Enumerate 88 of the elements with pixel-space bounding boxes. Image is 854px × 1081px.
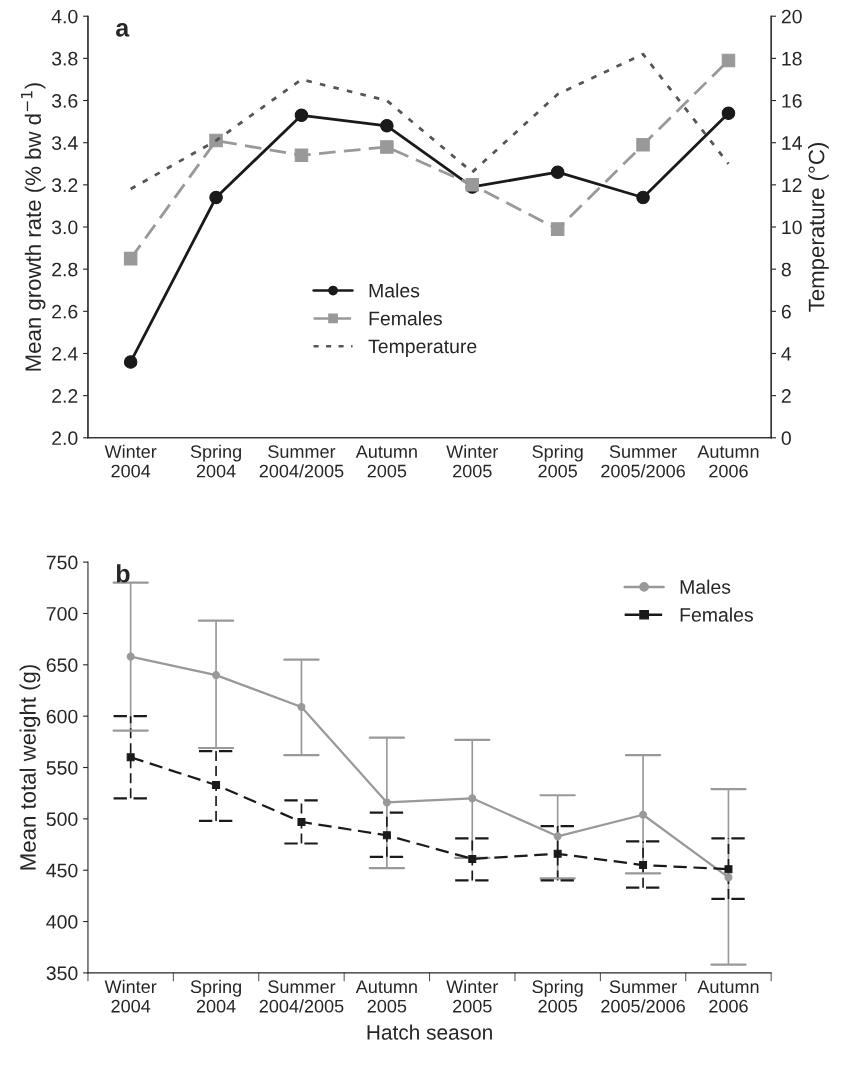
y-tick-label: 700 [46, 606, 78, 621]
y-tick-label: 650 [46, 658, 78, 673]
point [721, 53, 736, 68]
y2-tick-label: 16 [782, 94, 802, 108]
x-tick-label: Winter 2004 [104, 979, 157, 1013]
y2-axis-title: Temperature (°C) [808, 143, 829, 312]
y-tick-label: 3.0 [51, 220, 78, 235]
y-tick-label: 750 [46, 555, 78, 570]
x-tick-label: Spring 2005 [532, 444, 583, 478]
point [636, 190, 650, 205]
y-axis-title: Mean total weight (g) [19, 665, 41, 870]
point [639, 810, 648, 819]
point [380, 119, 394, 133]
y-tick-label: 3.4 [51, 136, 78, 150]
y2-tick-label: 14 [782, 136, 802, 150]
point [553, 849, 562, 858]
line-series [129, 52, 730, 191]
point [123, 251, 138, 266]
y2-tick-label: 18 [782, 51, 802, 66]
y2-tick-label: 6 [781, 304, 791, 319]
x-tick-label: Autumn 2006 [697, 445, 759, 478]
y2-tick-label: 8 [781, 262, 791, 277]
point [724, 865, 733, 874]
y-tick-label: 400 [46, 915, 78, 929]
x-tick-label: Summer 2005/2006 [601, 445, 685, 478]
y-tick-label: 2.4 [52, 346, 78, 361]
y-tick-label: 550 [46, 760, 78, 775]
y2-tick-label: 2 [781, 389, 791, 403]
x-tick-label: Winter 2005 [446, 444, 499, 478]
y-tick-label: 2.2 [52, 389, 78, 403]
y2-tick-label: 10 [782, 220, 802, 235]
point [550, 165, 565, 179]
y-tick-label: 2.8 [52, 262, 78, 277]
legend-label: Temperature [368, 339, 477, 358]
point [468, 794, 477, 803]
legend-label: Males [369, 283, 420, 298]
x-tick-label: Autumn 2005 [355, 445, 417, 478]
y2-tick-label: 4 [781, 347, 792, 361]
chart-title: a [116, 22, 130, 37]
point [724, 873, 733, 882]
legend-label: Females [680, 607, 753, 622]
x-tick-label: Winter 2004 [104, 444, 157, 478]
point [550, 222, 565, 236]
point [126, 753, 135, 762]
point [297, 817, 306, 826]
x-tick-label: Spring 2004 [190, 444, 241, 478]
x-tick-label: Summer 2004/2005 [259, 980, 344, 1013]
chart-title: b [116, 564, 130, 583]
y-tick-label: 3.6 [51, 94, 78, 108]
y-tick-label: 500 [46, 812, 78, 827]
y2-tick-label: 20 [781, 9, 802, 24]
point [294, 108, 309, 123]
x-axis-title: Hatch season [367, 1024, 492, 1040]
x-tick-label: Summer 2005/2006 [601, 980, 685, 1013]
x-tick-label: Spring 2005 [532, 979, 583, 1013]
point [212, 671, 221, 680]
legend-label: Males [680, 579, 731, 594]
x-tick-label: Autumn 2006 [697, 980, 759, 1013]
y-tick-label: 2.0 [52, 431, 78, 446]
point [553, 832, 562, 841]
y-tick-label: 3.2 [51, 178, 78, 193]
y-axis-title: Mean growth rate (% bw d$^{−1}$) [20, 83, 46, 371]
point [382, 798, 391, 807]
x-tick-label: Autumn 2005 [355, 980, 417, 1013]
y2-tick-label: 12 [782, 178, 802, 192]
point [380, 140, 394, 154]
point [382, 831, 391, 840]
x-tick-label: Summer 2004/2005 [259, 445, 344, 478]
legend-label: Females [369, 311, 442, 326]
point [468, 854, 477, 863]
y-tick-label: 3.8 [51, 51, 78, 66]
y-tick-label: 2.6 [52, 304, 78, 319]
point [209, 190, 223, 205]
point [636, 138, 650, 152]
point [212, 780, 221, 789]
y-tick-label: 4.0 [51, 9, 78, 24]
point [126, 652, 135, 661]
point [639, 861, 648, 870]
y-tick-label: 350 [46, 966, 78, 981]
y-tick-label: 450 [46, 863, 78, 878]
x-tick-label: Winter 2005 [446, 979, 499, 1013]
point [294, 148, 309, 163]
point [721, 106, 736, 120]
point [123, 355, 138, 369]
y-tick-label: 600 [46, 709, 78, 724]
point [297, 702, 306, 711]
x-tick-label: Spring 2004 [190, 979, 241, 1013]
y2-tick-label: 0 [781, 431, 791, 446]
